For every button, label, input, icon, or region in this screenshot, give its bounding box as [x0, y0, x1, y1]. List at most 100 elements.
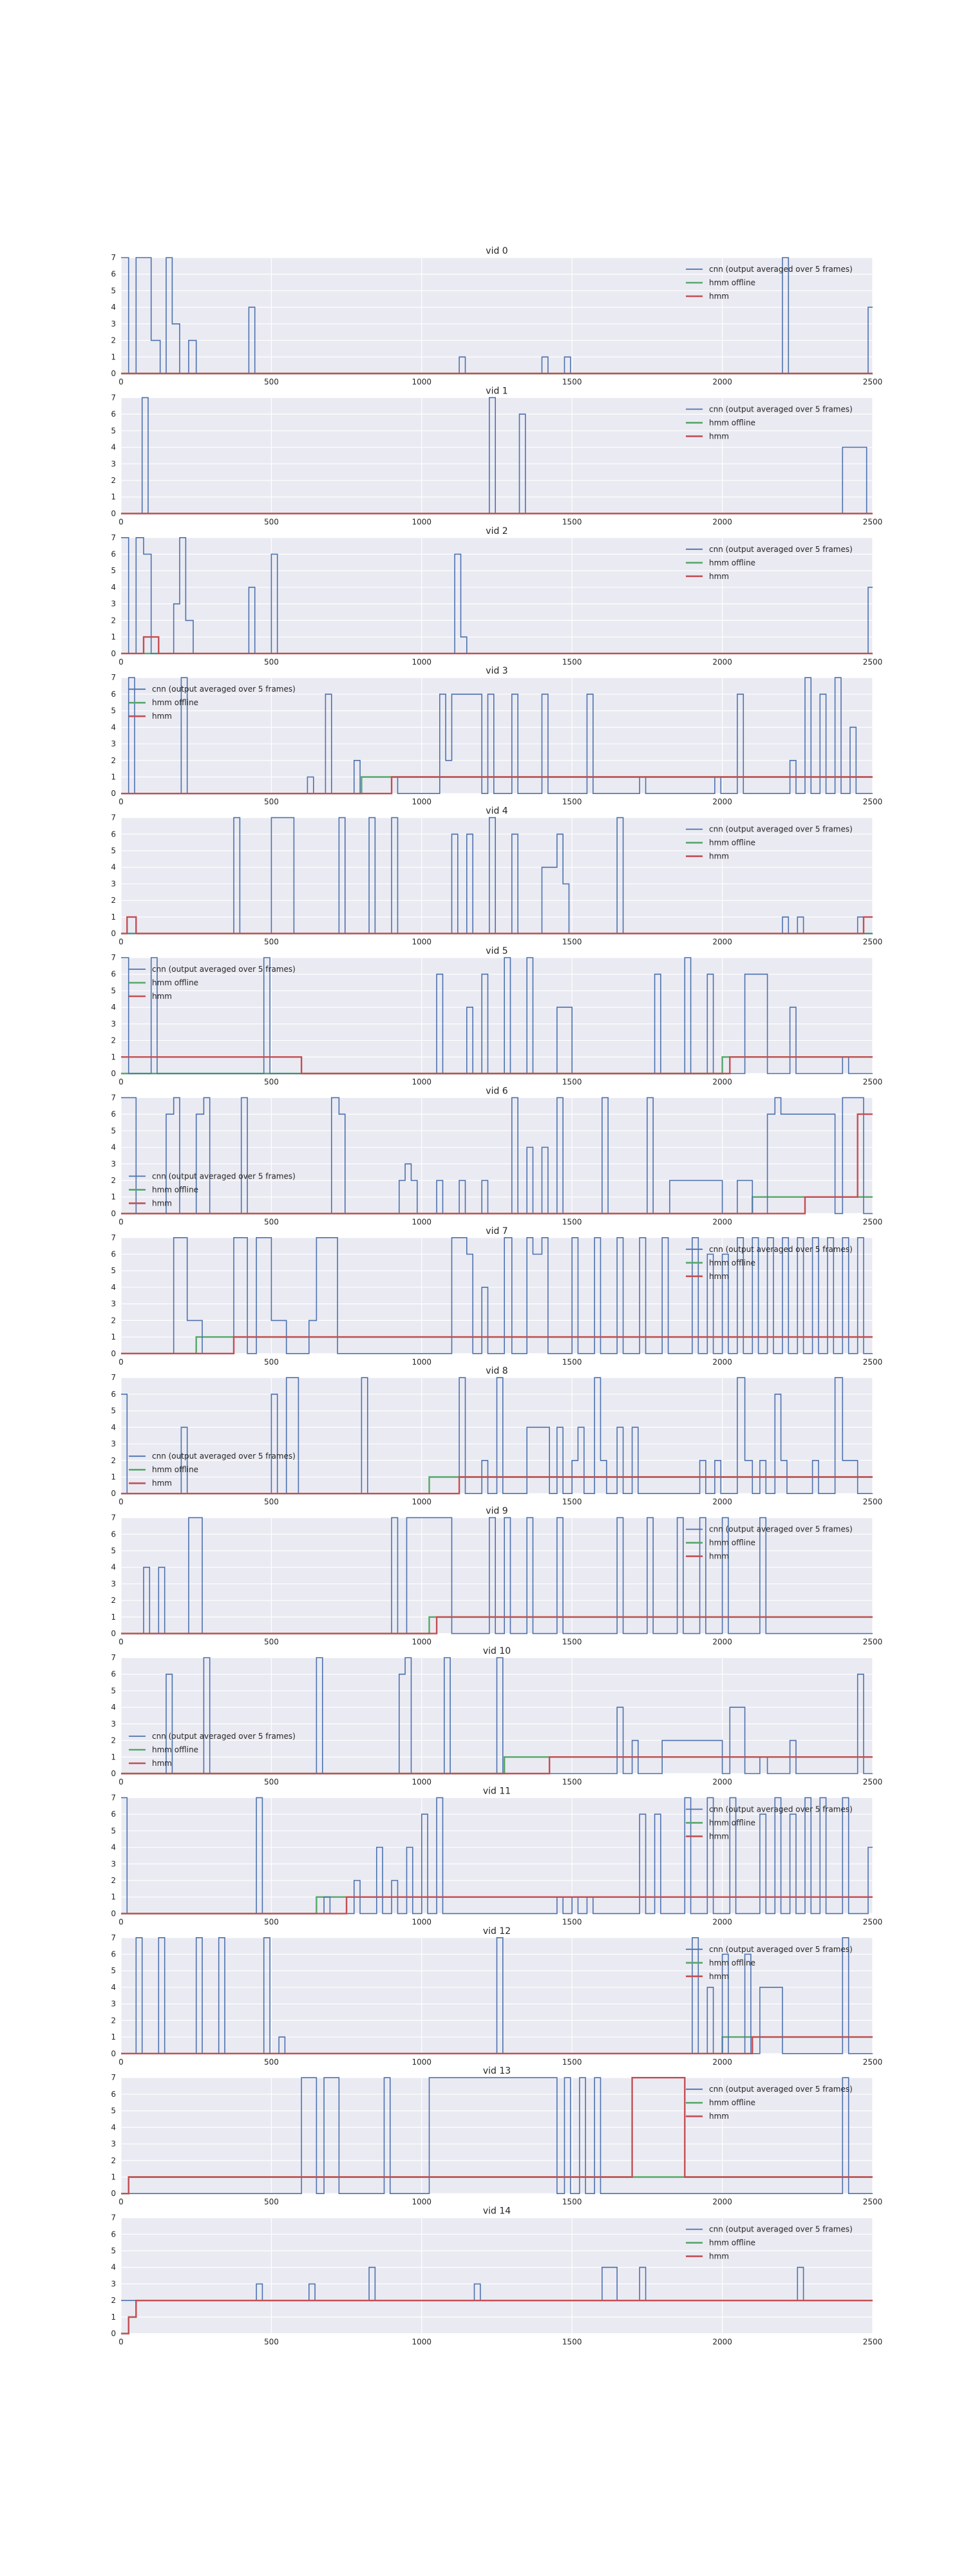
x-tick-label: 500 [264, 797, 279, 806]
y-tick-label: 1 [111, 2313, 116, 2322]
legend-label-hmm_offline: hmm offline [152, 1465, 198, 1474]
legend-label-hmm_offline: hmm offline [709, 1818, 755, 1827]
subplot-title: vid 0 [486, 246, 507, 256]
y-tick-label: 3 [111, 2279, 116, 2288]
y-tick-label: 2 [111, 2296, 116, 2305]
legend-label-cnn: cnn (output averaged over 5 frames) [709, 825, 853, 834]
y-tick-label: 1 [111, 1893, 116, 1902]
x-tick-label: 2500 [863, 1358, 883, 1367]
legend-label-hmm: hmm [709, 1832, 729, 1841]
subplot-9: 0 1 2 3 4 5 6 7 0 500 1000 1500 2000 2500 vid 9 cnn (ou… [111, 1506, 882, 1647]
y-tick-label: 4 [111, 2263, 116, 2272]
x-tick-label: 2000 [712, 1777, 732, 1786]
subplot-title: vid 1 [486, 386, 507, 396]
y-tick-label: 5 [111, 706, 116, 715]
subplot-0: 0 1 2 3 4 5 6 7 0 500 1000 1500 2000 2500 vid 0 cnn (ou… [111, 246, 882, 386]
x-tick-label: 500 [264, 1497, 279, 1506]
x-tick-label: 0 [118, 797, 124, 806]
y-tick-label: 6 [111, 829, 116, 838]
legend-label-hmm_offline: hmm offline [152, 698, 198, 707]
series-line-cnn [121, 1657, 873, 1774]
x-tick-label: 2000 [712, 1917, 732, 1926]
y-tick-label: 2 [111, 756, 116, 765]
legend-label-cnn: cnn (output averaged over 5 frames) [152, 1732, 296, 1741]
y-tick-label: 5 [111, 1546, 116, 1555]
y-tick-label: 7 [111, 2073, 116, 2082]
y-tick-label: 5 [111, 426, 116, 435]
series-line-hmm [121, 1896, 873, 1915]
legend: cnn (output averaged over 5 frames) hmm o… [129, 685, 296, 721]
legend-label-hmm_offline: hmm offline [709, 2098, 755, 2107]
x-tick-label: 500 [264, 1217, 279, 1226]
x-tick-label: 1000 [412, 658, 432, 667]
y-tick-label: 1 [111, 772, 116, 781]
subplot-title: vid 14 [483, 2206, 511, 2217]
subplot-2: 0 1 2 3 4 5 6 7 0 500 1000 1500 2000 2500 vid 2 cnn (ou… [111, 526, 882, 667]
series-line-hmm [121, 2300, 873, 2334]
legend-label-cnn: cnn (output averaged over 5 frames) [152, 685, 296, 694]
x-tick-label: 1500 [562, 658, 582, 667]
plot-area [121, 258, 873, 374]
x-tick-label: 0 [118, 938, 124, 947]
y-tick-label: 6 [111, 1810, 116, 1819]
legend: cnn (output averaged over 5 frames) hmm o… [686, 1945, 853, 1981]
x-tick-label: 2000 [712, 1358, 732, 1367]
x-tick-label: 1500 [562, 1777, 582, 1786]
y-tick-label: 2 [111, 2016, 116, 2025]
y-tick-label: 7 [111, 253, 116, 262]
x-tick-label: 0 [118, 2338, 124, 2347]
x-tick-label: 2500 [863, 1217, 883, 1226]
subplot-title: vid 11 [483, 1786, 511, 1796]
x-tick-label: 0 [118, 1917, 124, 1926]
y-tick-label: 5 [111, 2246, 116, 2255]
y-tick-label: 1 [111, 913, 116, 922]
y-tick-label: 0 [111, 509, 116, 518]
y-tick-label: 1 [111, 1472, 116, 1481]
y-tick-label: 5 [111, 1266, 116, 1275]
legend-label-hmm_offline: hmm offline [709, 1958, 755, 1967]
x-tick-label: 1000 [412, 1077, 432, 1086]
y-tick-label: 6 [111, 1670, 116, 1679]
series-line-hmm [121, 1616, 873, 1634]
legend: cnn (output averaged over 5 frames) hmm o… [129, 1452, 296, 1488]
x-tick-label: 0 [118, 1358, 124, 1367]
y-tick-label: 5 [111, 1966, 116, 1975]
y-tick-label: 6 [111, 690, 116, 699]
x-tick-label: 1500 [562, 797, 582, 806]
y-tick-label: 5 [111, 1406, 116, 1416]
y-tick-label: 2 [111, 476, 116, 485]
y-tick-label: 0 [111, 1209, 116, 1218]
x-tick-label: 1000 [412, 1638, 432, 1647]
legend-label-hmm_offline: hmm offline [709, 1258, 755, 1267]
x-tick-label: 1000 [412, 2058, 432, 2067]
x-tick-label: 2000 [712, 377, 732, 386]
subplot-title: vid 2 [486, 526, 507, 536]
y-tick-label: 0 [111, 1069, 116, 1078]
subplot-title: vid 12 [483, 1926, 511, 1937]
x-tick-label: 1500 [562, 1217, 582, 1226]
x-tick-label: 1000 [412, 517, 432, 526]
plot-area [121, 1097, 873, 1214]
series-line-cnn [121, 1237, 873, 1354]
legend-label-hmm: hmm [709, 572, 729, 581]
legend: cnn (output averaged over 5 frames) hmm o… [129, 1171, 296, 1208]
series-line-cnn [121, 1517, 873, 1634]
plot-area [121, 1517, 873, 1634]
plot-area [121, 397, 873, 514]
series-line-cnn [121, 677, 873, 794]
x-tick-label: 1500 [562, 517, 582, 526]
legend-label-hmm: hmm [152, 1198, 172, 1208]
x-tick-label: 2500 [863, 658, 883, 667]
series-line-cnn [121, 817, 873, 934]
y-tick-label: 0 [111, 929, 116, 938]
x-tick-label: 2000 [712, 1638, 732, 1647]
x-tick-label: 2500 [863, 2197, 883, 2206]
x-tick-label: 2000 [712, 938, 732, 947]
y-tick-label: 4 [111, 1843, 116, 1852]
x-tick-label: 500 [264, 377, 279, 386]
plot-area [121, 537, 873, 654]
x-tick-label: 0 [118, 2197, 124, 2206]
legend-label-hmm: hmm [709, 1972, 729, 1981]
legend-label-hmm_offline: hmm offline [709, 838, 755, 848]
y-tick-label: 3 [111, 2000, 116, 2009]
